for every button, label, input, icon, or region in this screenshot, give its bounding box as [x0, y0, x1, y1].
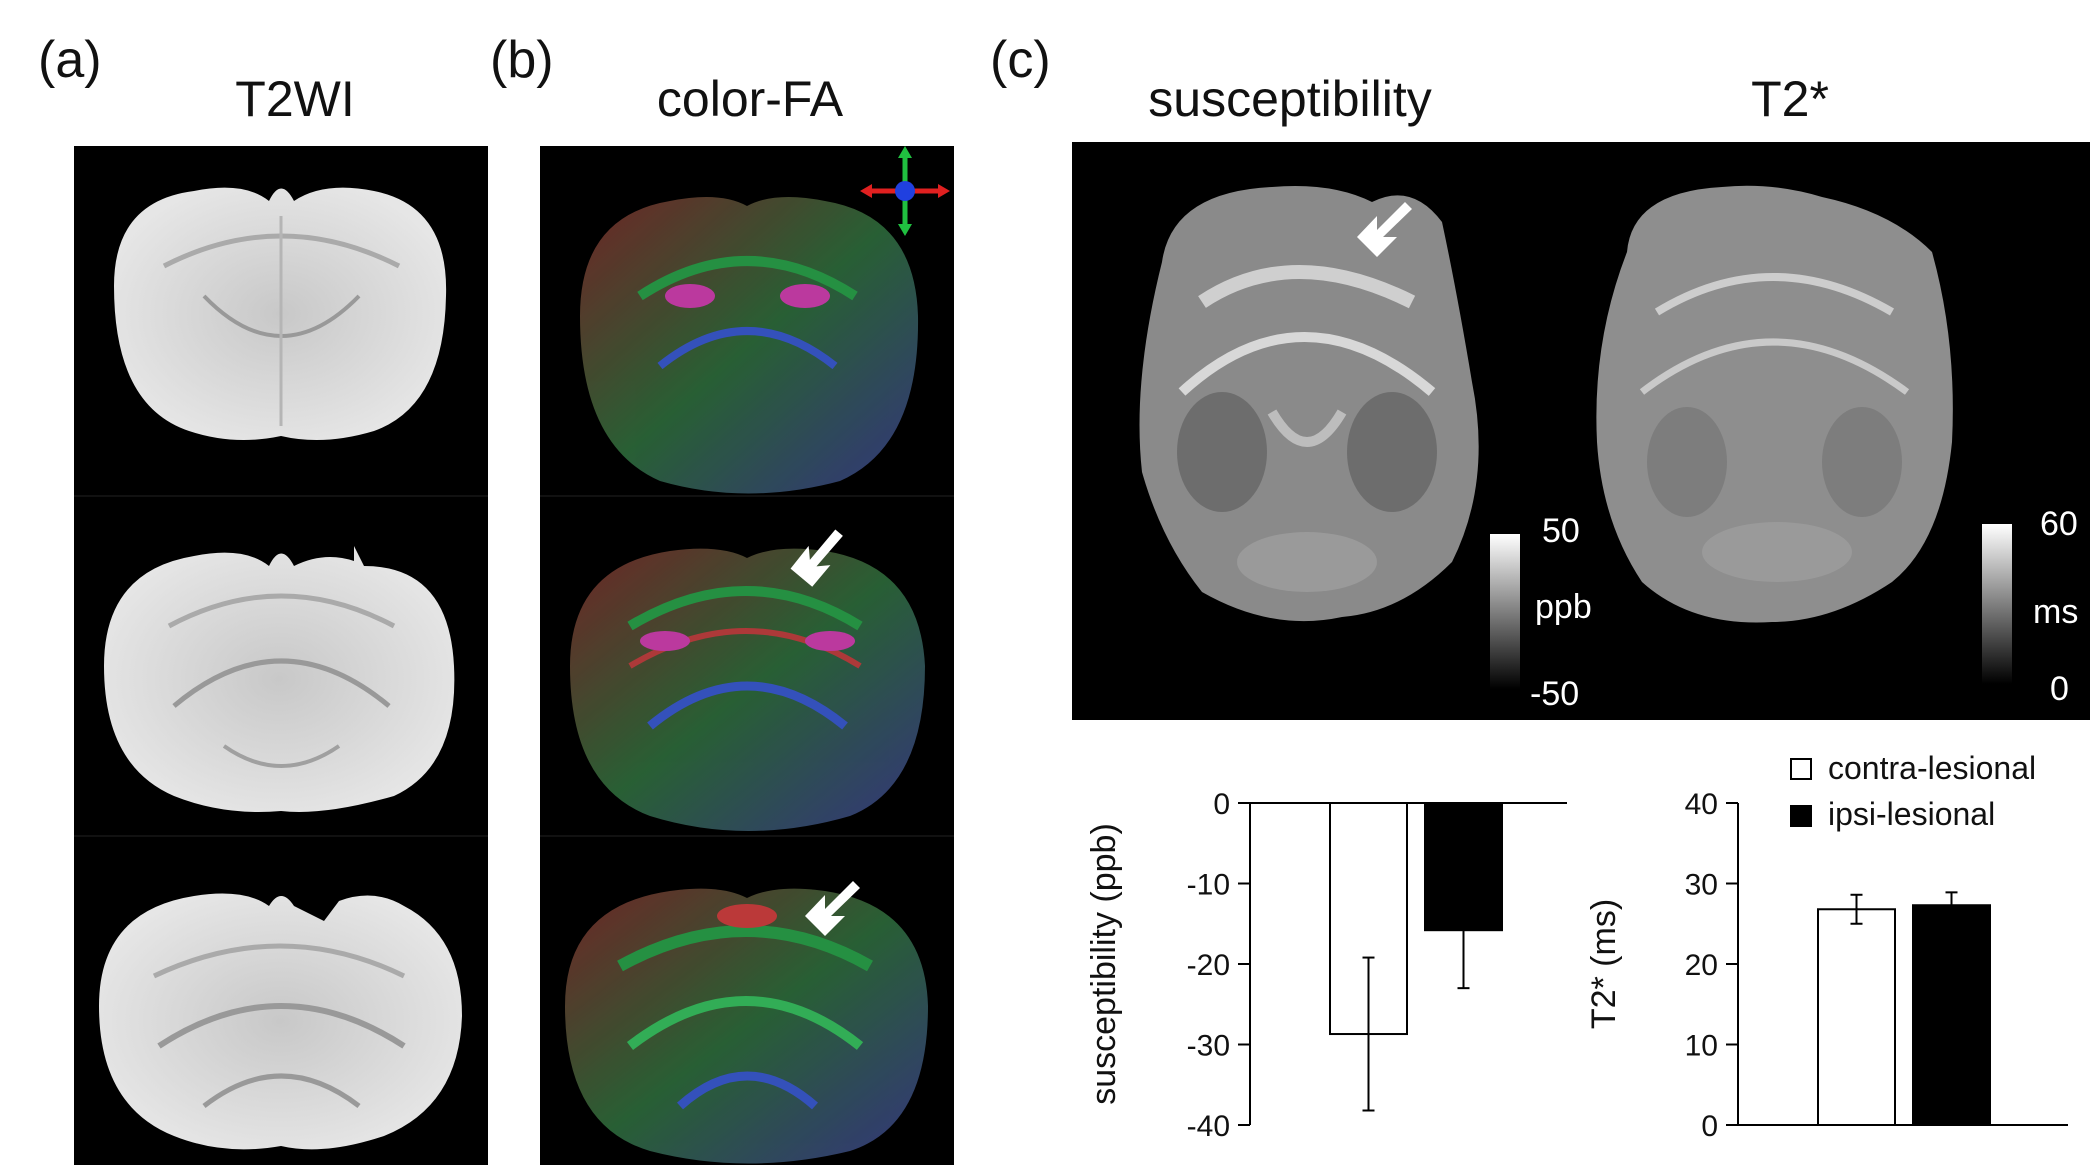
t2wi-image-stack — [74, 146, 488, 1165]
t2star-tick-label: 20 — [1685, 949, 1718, 982]
susceptibility-y-label: susceptibility (ppb) — [1085, 823, 1123, 1105]
panel-a-title: T2WI — [235, 71, 355, 127]
legend-contra-label: contra-lesional — [1828, 750, 2037, 786]
color-fa-slice-1 — [580, 197, 919, 494]
panel-b-letter: (b) — [490, 31, 554, 89]
susceptibility-tick-label: -30 — [1187, 1030, 1230, 1063]
direction-axes-icon — [860, 146, 950, 236]
legend-contra-swatch — [1790, 758, 1812, 780]
susceptibility-colorbar-max: 50 — [1542, 512, 1580, 550]
t2star-bar-contra — [1817, 908, 1896, 1127]
susceptibility-map — [1139, 186, 1479, 622]
t2star-bar-ipsi — [1912, 904, 1991, 1126]
t2star-map — [1596, 185, 1953, 623]
lesion-arrow-icon — [790, 529, 843, 587]
t2wi-slice-3 — [99, 893, 462, 1150]
legend-ipsi-swatch — [1790, 805, 1812, 827]
t2star-tick-label: 0 — [1701, 1110, 1718, 1143]
t2star-colorbar-unit: ms — [2033, 593, 2079, 631]
t2wi-slice-1 — [114, 187, 447, 440]
panel-c-title-susceptibility: susceptibility — [1148, 71, 1432, 127]
panel-c-title-t2star: T2* — [1751, 71, 1829, 127]
susceptibility-colorbar-unit: ppb — [1535, 588, 1592, 626]
panel-c-letter: (c) — [990, 31, 1051, 89]
susceptibility-colorbar — [1490, 534, 1520, 689]
susceptibility-tick-label: -20 — [1187, 949, 1230, 982]
panel-a-letter: (a) — [38, 31, 102, 89]
t2star-colorbar-max: 60 — [2040, 505, 2078, 543]
color-fa-slice-3 — [565, 888, 928, 1164]
susceptibility-t2star-maps — [1072, 142, 2090, 720]
t2wi-slice-2 — [104, 546, 455, 812]
lesion-arrow-icon — [1357, 202, 1412, 257]
t2star-colorbar — [1982, 524, 2012, 684]
t2star-y-label: T2* (ms) — [1585, 899, 1623, 1029]
panel-b-title: color-FA — [656, 71, 844, 127]
t2star-colorbar-min: 0 — [2050, 670, 2069, 708]
susceptibility-tick-label: 0 — [1213, 788, 1230, 821]
legend-ipsi-label: ipsi-lesional — [1828, 796, 1996, 832]
t2star-tick-label: 30 — [1685, 869, 1718, 902]
susceptibility-tick-label: -10 — [1187, 869, 1230, 902]
lesion-arrow-icon — [805, 881, 860, 936]
susceptibility-colorbar-min: -50 — [1530, 675, 1580, 713]
susceptibility-tick-label: -40 — [1187, 1110, 1230, 1143]
color-fa-slice-2 — [570, 548, 925, 831]
color-fa-image-stack — [540, 146, 954, 1165]
t2star-tick-label: 10 — [1685, 1030, 1718, 1063]
t2star-tick-label: 40 — [1685, 788, 1718, 821]
